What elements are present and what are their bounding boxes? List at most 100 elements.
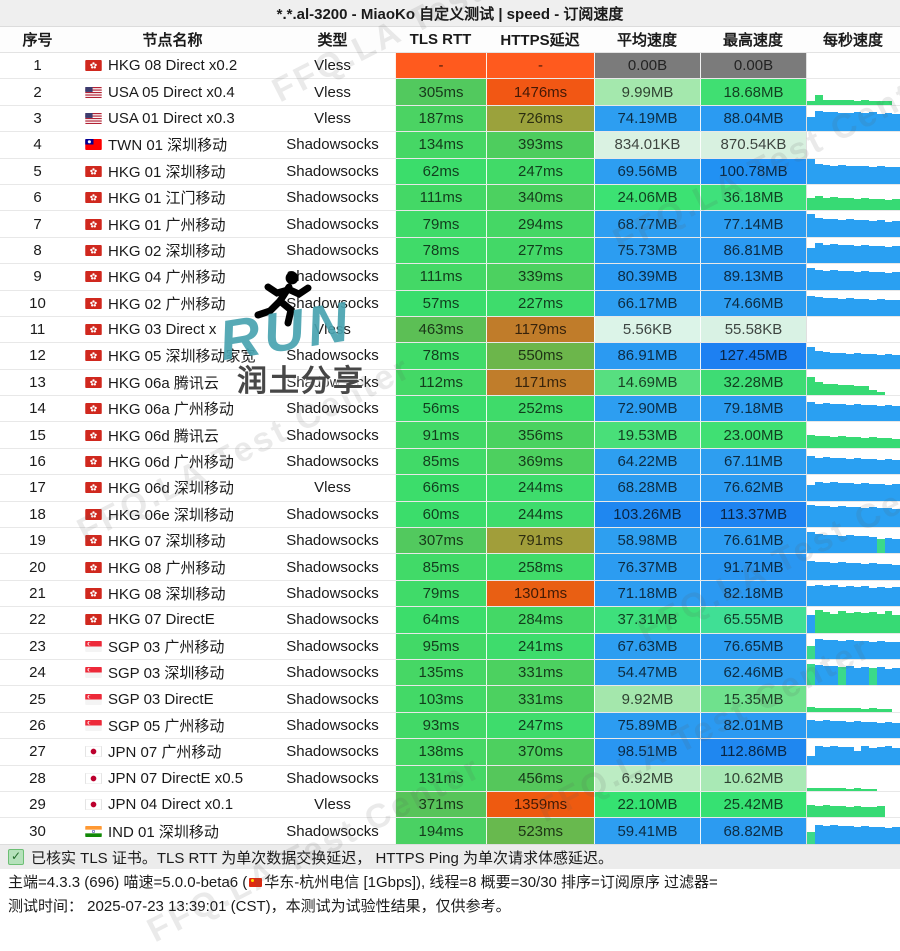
- avg-speed-cell: 69.56MB: [594, 158, 700, 184]
- flag-hk-icon: [85, 376, 102, 388]
- node-type: Vless: [314, 479, 351, 497]
- max-speed-cell: 68.82MB: [700, 818, 806, 844]
- table-row: 1 HKG 08 Direct x0.2 Vless - -0.00B 0.00B: [0, 53, 900, 80]
- row-index: 21: [29, 585, 46, 602]
- per-second-speed-sparkline: [806, 343, 900, 369]
- sparkline-bars: [807, 396, 900, 422]
- node-name: SGP 03 DirectE: [108, 690, 214, 708]
- https-latency-cell: 294ms: [486, 211, 594, 237]
- row-index: 2: [33, 83, 42, 101]
- row-index: 17: [29, 479, 46, 497]
- https-latency-cell: 340ms: [486, 184, 594, 211]
- node-name: TWN 01 深圳移动: [108, 137, 228, 155]
- row-index: 6: [33, 189, 42, 207]
- flag-hk-icon: [85, 429, 102, 441]
- max-speed-cell: 32.28MB: [700, 369, 806, 396]
- sparkline-bars: [807, 818, 900, 844]
- node-name: JPN 04 Direct x0.1: [108, 796, 234, 814]
- https-latency-cell: 356ms: [486, 422, 594, 448]
- node-name-cell: HKG 05 深圳移动家宽: [75, 343, 270, 368]
- avg-speed-cell: 6.92MB: [594, 765, 700, 791]
- node-name: USA 05 Direct x0.4: [108, 83, 235, 101]
- avg-speed-cell: 24.06MB: [594, 184, 700, 211]
- sparkline-bars: [807, 291, 900, 316]
- flag-hk-icon: [85, 482, 102, 494]
- flag-hk-icon: [85, 218, 102, 230]
- row-index: 9: [33, 268, 42, 286]
- tls-rtt-cell: 79ms: [395, 211, 486, 237]
- verify-text: 已核实 TLS 证书。TLS RTT 为单次数据交换延迟， HTTPS Ping…: [31, 849, 613, 867]
- avg-speed-cell: 72.90MB: [594, 396, 700, 422]
- avg-speed-cell: 68.28MB: [594, 475, 700, 501]
- node-name-cell: HKG 06d 腾讯云: [75, 422, 270, 447]
- node-type: Shadowsocks: [286, 716, 379, 734]
- avg-speed-cell: 9.99MB: [594, 79, 700, 105]
- node-name: HKG 06a 腾讯云: [108, 374, 219, 392]
- per-second-speed-sparkline: [806, 105, 900, 132]
- sparkline-bars: [807, 475, 900, 501]
- per-second-speed-sparkline: [806, 475, 900, 501]
- avg-speed-cell: 67.63MB: [594, 633, 700, 659]
- table-row: 14 HKG 06a 广州移动 Shadowsocks 56ms 252ms 72.90M…: [0, 396, 900, 423]
- avg-speed-cell: 834.01KB: [594, 132, 700, 158]
- node-name-cell: SGP 05 广州移动: [75, 713, 270, 738]
- per-second-speed-sparkline: [806, 396, 900, 422]
- per-second-speed-sparkline: [806, 316, 900, 343]
- max-speed-cell: 36.18MB: [700, 184, 806, 211]
- column-header-5: 平均速度: [616, 32, 677, 49]
- tls-rtt-cell: 112ms: [395, 369, 486, 396]
- time-text: 测试时间： 2025-07-23 13:39:01 (CST)，本测试为试验性结…: [8, 897, 511, 915]
- avg-speed-cell: 86.91MB: [594, 343, 700, 369]
- node-name-cell: JPN 07 广州移动: [75, 739, 270, 764]
- node-name-cell: HKG 01 深圳移动: [75, 159, 270, 184]
- per-second-speed-sparkline: [806, 633, 900, 659]
- table-row: 17 HKG 06d 深圳移动 Vless 66ms 244ms 68.28MB 76.62…: [0, 475, 900, 502]
- avg-speed-cell: 80.39MB: [594, 264, 700, 290]
- per-second-speed-sparkline: [806, 237, 900, 264]
- max-speed-cell: 65.55MB: [700, 607, 806, 633]
- flag-us-icon: [85, 112, 102, 124]
- tls-rtt-cell: 307ms: [395, 528, 486, 554]
- table-header-row: 序号 节点名称 类型 TLS RTT HTTPS延迟 平均速度 最高速度 每秒速度: [0, 27, 900, 53]
- flag-hk-icon: [85, 403, 102, 415]
- table-body: 1 HKG 08 Direct x0.2 Vless - -0.00B 0.00B 2 USA…: [0, 53, 900, 845]
- node-name: HKG 08 广州移动: [108, 559, 226, 577]
- max-speed-cell: 0.00B: [700, 53, 806, 79]
- table-row: 8 HKG 02 深圳移动 Shadowsocks 78ms 277ms 75.73MB 8…: [0, 237, 900, 265]
- node-type: Shadowsocks: [286, 215, 379, 233]
- node-name: SGP 03 广州移动: [108, 638, 225, 656]
- max-speed-cell: 91.71MB: [700, 554, 806, 580]
- avg-speed-cell: 0.00B: [594, 53, 700, 79]
- node-name: HKG 06d 广州移动: [108, 454, 234, 472]
- node-name: USA 01 Direct x0.3: [108, 109, 235, 127]
- node-name-cell: SGP 03 深圳移动: [75, 660, 270, 685]
- node-name-cell: HKG 07 DirectE: [75, 607, 270, 632]
- flag-hk-icon: [85, 614, 102, 626]
- tls-rtt-cell: 64ms: [395, 607, 486, 633]
- https-latency-cell: 244ms: [486, 475, 594, 501]
- sparkline-bars: [807, 158, 900, 184]
- node-type: Shadowsocks: [286, 664, 379, 682]
- node-name: HKG 04 广州移动: [108, 269, 226, 287]
- sparkline-bars: [807, 502, 900, 528]
- table-row: 24 SGP 03 深圳移动 Shadowsocks 135ms 331ms 54.47M…: [0, 659, 900, 687]
- max-speed-cell: 23.00MB: [700, 422, 806, 448]
- column-header-0: 序号: [22, 32, 53, 49]
- node-name-cell: SGP 03 广州移动: [75, 634, 270, 659]
- max-speed-cell: 25.42MB: [700, 791, 806, 818]
- flag-jp-icon: [85, 746, 102, 758]
- table-row: 26 SGP 05 广州移动 Shadowsocks 93ms 247ms 75.89MB…: [0, 712, 900, 740]
- table-row: 18 HKG 06e 深圳移动 Shadowsocks 60ms 244ms 103.26…: [0, 501, 900, 529]
- flag-hk-icon: [85, 535, 102, 547]
- https-latency-cell: 277ms: [486, 237, 594, 264]
- node-type: Shadowsocks: [286, 822, 379, 840]
- per-second-speed-sparkline: [806, 158, 900, 184]
- table-row: 28 JPN 07 DirectE x0.5 Shadowsocks 131ms 456…: [0, 765, 900, 792]
- per-second-speed-sparkline: [806, 79, 900, 105]
- meta-text-post: 华东-杭州电信 [1Gbps]), 线程=8 概要=30/30 排序=订阅原序 …: [264, 873, 718, 891]
- per-second-speed-sparkline: [806, 132, 900, 158]
- tls-rtt-cell: -: [395, 53, 486, 79]
- tls-rtt-cell: 79ms: [395, 580, 486, 607]
- tls-rtt-cell: 57ms: [395, 290, 486, 316]
- https-latency-cell: 550ms: [486, 343, 594, 369]
